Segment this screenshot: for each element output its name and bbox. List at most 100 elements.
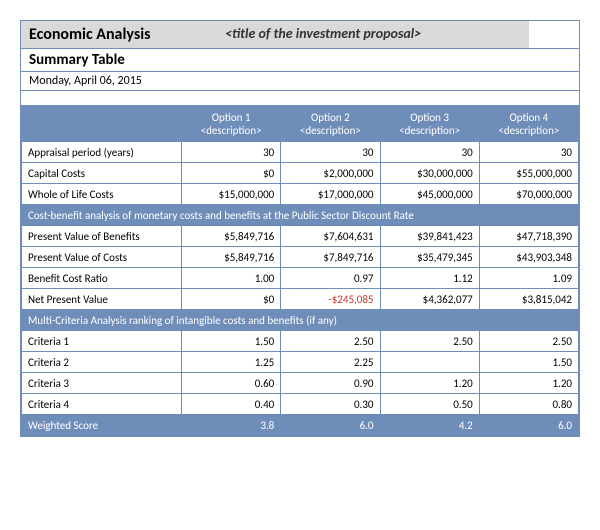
- cell-value: 1.25: [182, 352, 281, 373]
- col-title: Option 2: [283, 111, 377, 124]
- cell-value: 3.8: [182, 415, 281, 436]
- row-label: Capital Costs: [22, 163, 182, 184]
- col-title: Option 4: [482, 111, 576, 124]
- col-sub: <description>: [383, 124, 477, 137]
- row-label: Appraisal period (years): [22, 142, 182, 163]
- cell-value: $5,849,716: [182, 247, 281, 268]
- cell-value: 1.20: [479, 373, 578, 394]
- col-sub: <description>: [283, 124, 377, 137]
- subtitle: Summary Table: [21, 49, 579, 72]
- cell-value: $70,000,000: [479, 184, 578, 205]
- cell-value: 1.00: [182, 268, 281, 289]
- cell-value: 1.50: [479, 352, 578, 373]
- table-row: Criteria 11.502.502.502.50: [22, 331, 579, 352]
- table-body: Appraisal period (years)30303030Capital …: [22, 142, 579, 436]
- cell-value: 1.09: [479, 268, 578, 289]
- col-sub: <description>: [482, 124, 576, 137]
- row-label: Net Present Value: [22, 289, 182, 310]
- cell-value: $4,362,077: [380, 289, 479, 310]
- section-title: Multi-Criteria Analysis ranking of intan…: [22, 310, 579, 331]
- header-blank: [22, 107, 182, 142]
- cell-value: $2,000,000: [281, 163, 380, 184]
- col-header-2: Option 2 <description>: [281, 107, 380, 142]
- row-label: Criteria 2: [22, 352, 182, 373]
- col-header-4: Option 4 <description>: [479, 107, 578, 142]
- summary-table: Option 1 <description> Option 2 <descrip…: [21, 106, 579, 436]
- col-title: Option 3: [383, 111, 477, 124]
- col-header-1: Option 1 <description>: [182, 107, 281, 142]
- blank-row: [21, 91, 579, 106]
- cell-value: 0.50: [380, 394, 479, 415]
- summary-container: Economic Analysis <title of the investme…: [20, 20, 580, 437]
- table-row: Criteria 40.400.300.500.80: [22, 394, 579, 415]
- row-label: Criteria 4: [22, 394, 182, 415]
- row-label: Criteria 3: [22, 373, 182, 394]
- table-row: Criteria 30.600.901.201.20: [22, 373, 579, 394]
- page-title: Economic Analysis: [21, 21, 217, 48]
- cell-value: 30: [281, 142, 380, 163]
- table-row: Criteria 21.252.25 1.50: [22, 352, 579, 373]
- cell-value: 0.40: [182, 394, 281, 415]
- cell-value: $17,000,000: [281, 184, 380, 205]
- cell-value: 30: [479, 142, 578, 163]
- title-gap: [529, 21, 579, 48]
- table-row: Present Value of Benefits$5,849,716$7,60…: [22, 226, 579, 247]
- cell-value: 0.90: [281, 373, 380, 394]
- cell-value: 30: [380, 142, 479, 163]
- cell-value: [380, 352, 479, 373]
- cell-value: 0.80: [479, 394, 578, 415]
- cell-value: 2.50: [281, 331, 380, 352]
- cell-value: 1.12: [380, 268, 479, 289]
- row-label: Whole of Life Costs: [22, 184, 182, 205]
- cell-value: $0: [182, 289, 281, 310]
- col-sub: <description>: [184, 124, 278, 137]
- table-row: Present Value of Costs$5,849,716$7,849,7…: [22, 247, 579, 268]
- row-label: Present Value of Costs: [22, 247, 182, 268]
- table-row: Appraisal period (years)30303030: [22, 142, 579, 163]
- cell-value: $45,000,000: [380, 184, 479, 205]
- cell-value: 4.2: [380, 415, 479, 436]
- cell-value: 0.97: [281, 268, 380, 289]
- table-row: Whole of Life Costs$15,000,000$17,000,00…: [22, 184, 579, 205]
- cell-value: 2.50: [380, 331, 479, 352]
- cell-value: $39,841,423: [380, 226, 479, 247]
- cell-value: $7,849,716: [281, 247, 380, 268]
- table-row: Net Present Value$0-$245,085$4,362,077$3…: [22, 289, 579, 310]
- section-header: Multi-Criteria Analysis ranking of intan…: [22, 310, 579, 331]
- row-label: Weighted Score: [22, 415, 182, 436]
- cell-value: $47,718,390: [479, 226, 578, 247]
- cell-value: $55,000,000: [479, 163, 578, 184]
- cell-value: $0: [182, 163, 281, 184]
- proposal-title: <title of the investment proposal>: [217, 21, 529, 48]
- cell-value: 2.50: [479, 331, 578, 352]
- date: Monday, April 06, 2015: [21, 72, 579, 91]
- table-row: Weighted Score3.86.04.26.0: [22, 415, 579, 436]
- cell-value: $5,849,716: [182, 226, 281, 247]
- cell-value: 0.60: [182, 373, 281, 394]
- cell-value: $7,604,631: [281, 226, 380, 247]
- row-label: Criteria 1: [22, 331, 182, 352]
- cell-value: $3,815,042: [479, 289, 578, 310]
- cell-value: $35,479,345: [380, 247, 479, 268]
- cell-value: $30,000,000: [380, 163, 479, 184]
- col-header-3: Option 3 <description>: [380, 107, 479, 142]
- cell-value: -$245,085: [281, 289, 380, 310]
- cell-value: $15,000,000: [182, 184, 281, 205]
- col-title: Option 1: [184, 111, 278, 124]
- cell-value: 6.0: [281, 415, 380, 436]
- row-label: Benefit Cost Ratio: [22, 268, 182, 289]
- row-label: Present Value of Benefits: [22, 226, 182, 247]
- cell-value: 1.20: [380, 373, 479, 394]
- cell-value: 6.0: [479, 415, 578, 436]
- table-row: Capital Costs$0$2,000,000$30,000,000$55,…: [22, 163, 579, 184]
- section-title: Cost-benefit analysis of monetary costs …: [22, 205, 579, 226]
- cell-value: $43,903,348: [479, 247, 578, 268]
- title-row: Economic Analysis <title of the investme…: [21, 21, 579, 49]
- cell-value: 30: [182, 142, 281, 163]
- cell-value: 0.30: [281, 394, 380, 415]
- cell-value: 1.50: [182, 331, 281, 352]
- table-row: Benefit Cost Ratio1.000.971.121.09: [22, 268, 579, 289]
- section-header: Cost-benefit analysis of monetary costs …: [22, 205, 579, 226]
- cell-value: 2.25: [281, 352, 380, 373]
- table-header-row: Option 1 <description> Option 2 <descrip…: [22, 107, 579, 142]
